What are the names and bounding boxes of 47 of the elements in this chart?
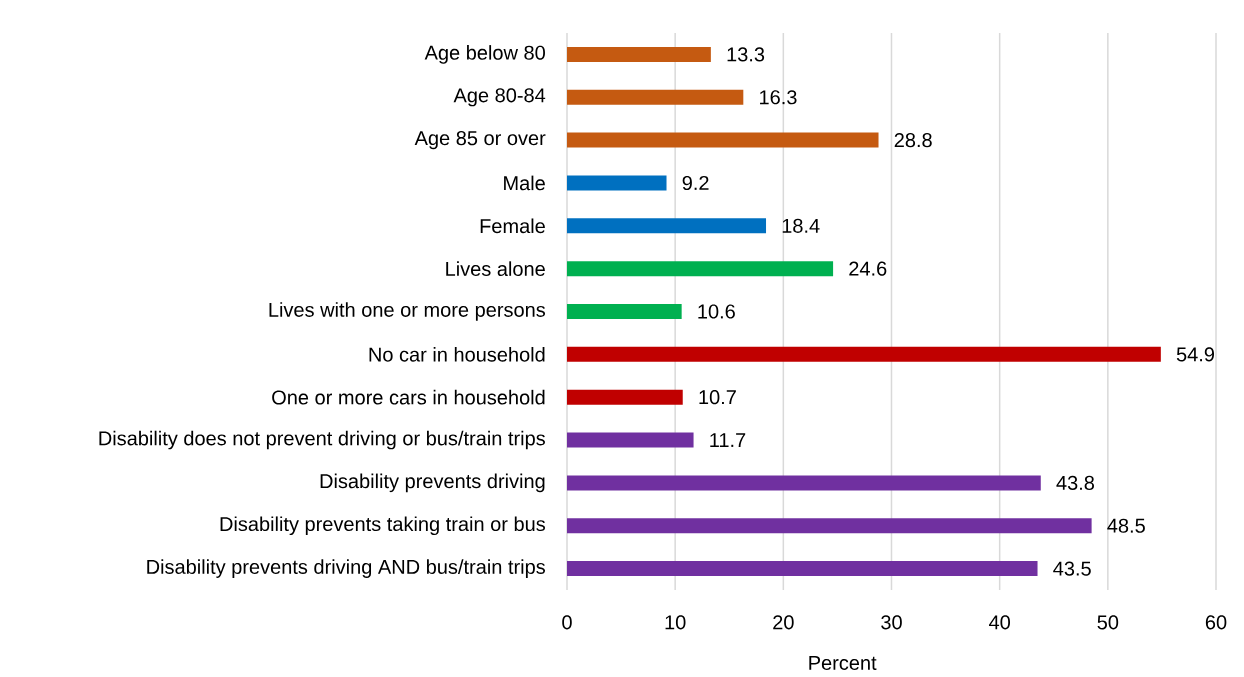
bar bbox=[567, 389, 683, 405]
x-tick-label: 10 bbox=[665, 615, 686, 630]
x-tick-label: 40 bbox=[989, 615, 1011, 630]
data-label: 48.5 bbox=[1107, 518, 1145, 533]
y-tick-label: Disability prevents driving bbox=[320, 473, 545, 493]
bar bbox=[567, 46, 711, 62]
y-tick-label: Disability prevents driving AND bus/train trips bbox=[147, 559, 546, 578]
data-label: 28.8 bbox=[894, 133, 932, 148]
y-tick-label: Age 85 or over bbox=[414, 131, 546, 150]
bar bbox=[567, 175, 667, 191]
y-tick-label: Age below 80 bbox=[424, 45, 545, 64]
bar bbox=[567, 218, 767, 234]
data-label: 43.8 bbox=[1056, 475, 1095, 490]
data-label: 54.9 bbox=[1176, 347, 1215, 362]
bar bbox=[567, 475, 1041, 491]
x-tick-label: 60 bbox=[1205, 615, 1227, 630]
y-tick-label: Disability does not prevent driving or bus/train trips bbox=[99, 430, 545, 450]
data-label: 18.4 bbox=[782, 218, 820, 233]
y-tick-label: Female bbox=[480, 218, 545, 234]
bar bbox=[567, 304, 682, 319]
data-label: 24.6 bbox=[849, 261, 887, 276]
bar bbox=[567, 518, 1092, 534]
y-tick-label: No car in household bbox=[369, 347, 545, 362]
x-tick-label: 20 bbox=[773, 615, 794, 630]
y-tick-label: Disability prevents taking train or bus bbox=[220, 516, 546, 536]
y-tick-label: One or more cars in household bbox=[272, 389, 545, 405]
y-tick-label: Lives with one or more persons bbox=[269, 302, 546, 321]
x-tick-label: 30 bbox=[881, 615, 902, 630]
bar bbox=[567, 261, 834, 277]
data-label: 9.2 bbox=[682, 175, 709, 191]
x-axis-title: Percent bbox=[809, 656, 877, 670]
bar bbox=[567, 346, 1161, 362]
data-label: 10.6 bbox=[698, 304, 735, 319]
data-label: 43.5 bbox=[1053, 561, 1091, 576]
data-label: 10.7 bbox=[699, 390, 736, 405]
data-label: 13.3 bbox=[727, 47, 765, 62]
data-label: 11.7 bbox=[710, 433, 746, 447]
y-tick-label: Age 80-84 bbox=[453, 88, 546, 107]
data-label: 16.3 bbox=[760, 90, 797, 105]
bar bbox=[567, 432, 694, 448]
y-tick-label: Male bbox=[504, 175, 545, 191]
x-tick-label: 0 bbox=[562, 615, 572, 630]
bar bbox=[567, 561, 1038, 577]
bar bbox=[567, 89, 744, 105]
bar bbox=[567, 132, 879, 148]
y-tick-label: Lives alone bbox=[446, 261, 545, 277]
x-tick-label: 50 bbox=[1097, 615, 1119, 630]
